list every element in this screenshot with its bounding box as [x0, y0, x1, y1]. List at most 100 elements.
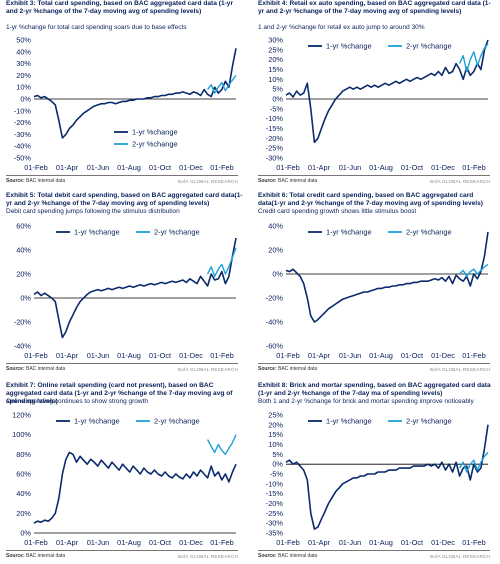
y-tick-label: 40%	[16, 246, 31, 255]
x-tick-label: 01-Oct	[401, 163, 423, 172]
y-tick-label: 5%	[272, 85, 283, 94]
y-tick-label: 25%	[268, 411, 283, 420]
y-tick-label: 0%	[20, 529, 31, 538]
x-tick-label: 01-Aug	[117, 351, 141, 360]
x-tick-label: 01-Oct	[149, 538, 171, 547]
series-line-2	[458, 43, 489, 73]
y-tick-label: -40%	[14, 342, 32, 351]
y-tick-label: 100%	[12, 430, 31, 439]
brand-mark: BofA GLOBAL RESEARCH	[178, 554, 238, 559]
y-tick-label: -30%	[266, 154, 284, 163]
y-tick-label: -35%	[266, 529, 284, 538]
y-tick-label: -15%	[266, 124, 284, 133]
y-tick-label: -25%	[266, 509, 284, 518]
x-tick-label: 01-Apr	[56, 351, 79, 360]
source-text: BAC internal data	[278, 178, 318, 184]
x-tick-label: 01-Apr	[56, 538, 79, 547]
source-note: Source: BAC internal data	[6, 366, 65, 372]
y-tick-label: 0%	[272, 270, 283, 279]
chart-panel: Exhibit 8: Brick and mortar spending, ba…	[252, 382, 496, 564]
y-tick-label: 40%	[16, 47, 31, 56]
y-tick-label: -20%	[14, 118, 32, 127]
source-label: Source:	[258, 178, 277, 184]
x-tick-label: 01-Feb	[462, 163, 485, 172]
x-tick-label: 01-Dec	[431, 538, 455, 547]
x-tick-label: 01-Dec	[431, 163, 455, 172]
chart-plot: 120%100%80%60%40%20%0%01-Feb 01-Apr 01-Jun…	[12, 411, 237, 547]
y-tick-label: 60%	[16, 470, 31, 479]
brand-mark: BofA GLOBAL RESEARCH	[430, 179, 490, 184]
source-label: Source:	[258, 366, 277, 372]
source-label: Source:	[258, 553, 277, 559]
source-label: Source:	[6, 366, 25, 372]
x-tick-label: 01-Feb	[24, 351, 47, 360]
y-tick-label: -20%	[266, 499, 284, 508]
y-tick-label: 120%	[12, 411, 31, 420]
x-tick-label: 01-Apr	[308, 351, 331, 360]
divider	[258, 175, 490, 176]
y-tick-label: 30%	[16, 59, 31, 68]
chart-title: Exhibit 7: Online retail spending (card …	[6, 382, 233, 405]
legend-label-1: 1-yr %change	[326, 228, 372, 237]
chart-subtitle: Credit card spending growth shows little…	[258, 208, 417, 215]
chart-panel: Exhibit 5: Total debit card spending, ba…	[0, 192, 244, 378]
brand-mark: BofA GLOBAL RESEARCH	[430, 554, 490, 559]
y-tick-label: -5%	[270, 470, 284, 479]
x-tick-label: 01-Aug	[369, 538, 393, 547]
x-tick-label: 01-Aug	[117, 163, 141, 172]
y-tick-label: -60%	[266, 342, 284, 351]
y-tick-label: 80%	[16, 450, 31, 459]
y-tick-label: -10%	[266, 114, 284, 123]
legend-label-1: 1-yr %change	[326, 417, 372, 426]
y-tick-label: -40%	[14, 142, 32, 151]
y-tick-label: -30%	[14, 130, 32, 139]
x-tick-label: 01-Dec	[179, 351, 203, 360]
series-line-1	[285, 39, 489, 144]
chart-plot: 40%20%0%-20%-40%-60%01-Feb 01-Apr 01-Jun 01…	[266, 222, 489, 360]
y-tick-label: -20%	[266, 134, 284, 143]
legend-label-2: 2-yr %change	[406, 42, 452, 51]
y-tick-label: 5%	[272, 450, 283, 459]
divider	[258, 363, 490, 364]
y-tick-label: 10%	[268, 440, 283, 449]
source-text: BAC internal data	[26, 178, 66, 184]
x-tick-label: 01-Dec	[431, 351, 455, 360]
y-tick-label: -10%	[266, 479, 284, 488]
brand-mark: BofA GLOBAL RESEARCH	[178, 179, 238, 184]
y-tick-label: 20%	[268, 420, 283, 429]
x-tick-label: 01-Apr	[308, 538, 331, 547]
chart-plot: 60%40%20%0%-20%-40%01-Feb 01-Apr 01-Jun 01-…	[14, 222, 237, 360]
legend-label-2: 2-yr %change	[406, 228, 452, 237]
chart-subtitle: Debit card spending jumps following the …	[6, 208, 180, 215]
source-text: BAC internal data	[26, 366, 66, 372]
series-line-1	[285, 231, 489, 323]
brand-mark: BofA GLOBAL RESEARCH	[430, 367, 490, 372]
x-tick-label: 01-Dec	[179, 538, 203, 547]
chart-subtitle: Both 1 and 2-yr %change for brick and mo…	[258, 398, 474, 405]
y-tick-label: -20%	[266, 294, 284, 303]
x-tick-label: 01-Apr	[308, 163, 331, 172]
series-line-2	[459, 263, 489, 278]
series-line-2	[206, 247, 237, 278]
x-tick-label: 01-Dec	[179, 163, 203, 172]
y-tick-label: -10%	[14, 106, 32, 115]
chart-plot: 50%40%30%20%10%0%-10%-20%-30%-40%-50%01-…	[14, 36, 237, 172]
x-tick-label: 01-Jun	[339, 538, 362, 547]
divider	[6, 550, 238, 551]
y-tick-label: 10%	[16, 83, 31, 92]
x-tick-label: 01-Feb	[24, 163, 47, 172]
chart-title: Exhibit 6: Total credit card spending, b…	[258, 192, 483, 207]
chart-subtitle: 1 and 2-yr %change for retail ex auto ju…	[258, 24, 425, 31]
y-tick-label: 0%	[20, 95, 31, 104]
source-note: Source: BAC internal data	[258, 366, 317, 372]
divider	[6, 363, 238, 364]
y-tick-label: 20%	[16, 509, 31, 518]
y-tick-label: -50%	[14, 154, 32, 163]
chart-title: Exhibit 8: Brick and mortar spending, ba…	[258, 382, 491, 397]
x-tick-label: 01-Apr	[56, 163, 79, 172]
y-tick-label: 40%	[16, 489, 31, 498]
chart-subtitle: Online spending continues to show strong…	[6, 398, 149, 405]
legend-label-1: 1-yr %change	[74, 228, 120, 237]
x-tick-label: 01-Oct	[401, 538, 423, 547]
chart-panel: Exhibit 3: Total card spending, based on…	[0, 0, 244, 188]
